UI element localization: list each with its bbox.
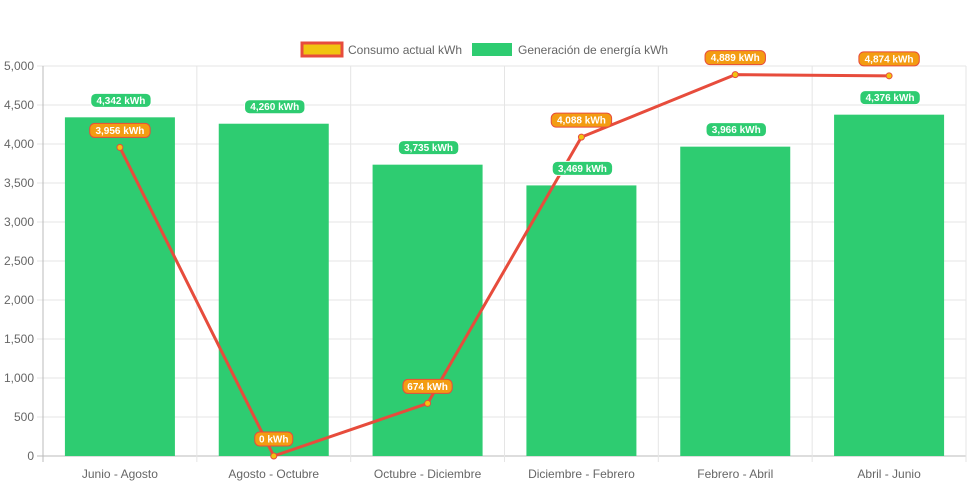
y-axis-ticks: 0 500 1,000 1,500 2,000 2,500 3,000 3,500 4,000 4… xyxy=(4,59,34,463)
generation-data-label-box xyxy=(859,90,921,106)
y-tick-label: 4,000 xyxy=(4,137,34,151)
generation-data-label-box xyxy=(90,92,152,108)
x-axis-ticks: Junio - Agosto Agosto - Octubre Octubre - … xyxy=(82,467,921,481)
y-tick-label: 4,500 xyxy=(4,98,34,112)
x-tick-label: Junio - Agosto xyxy=(82,467,158,481)
generation-data-label-box xyxy=(244,99,306,115)
consumption-line-path xyxy=(118,73,890,458)
legend: Consumo actual kWh Generación de energía… xyxy=(300,41,668,58)
generation-data-label: 3,735 kWh xyxy=(404,143,453,154)
consumption-point[interactable] xyxy=(885,72,893,80)
generation-bars xyxy=(64,114,945,457)
generation-bar[interactable] xyxy=(372,164,483,457)
y-tick-label: 3,500 xyxy=(4,176,34,190)
consumption-data-label-box xyxy=(704,50,766,66)
consumption-data-label-box xyxy=(254,431,294,447)
consumption-point[interactable] xyxy=(270,452,278,460)
y-tick-label: 2,500 xyxy=(4,254,34,268)
y-tick-label: 1,500 xyxy=(4,332,34,346)
grid-lines xyxy=(37,65,967,462)
consumption-point[interactable] xyxy=(731,71,739,79)
consumption-data-label: 3,956 kWh xyxy=(95,126,144,137)
consumption-data-label: 4,874 kWh xyxy=(865,54,914,65)
x-tick-label: Febrero - Abril xyxy=(697,467,773,481)
consumption-line xyxy=(116,71,893,460)
consumption-data-label-box xyxy=(858,51,920,67)
generation-bar[interactable] xyxy=(526,185,637,456)
y-tick-label: 0 xyxy=(27,449,34,463)
generation-data-label: 4,342 kWh xyxy=(96,96,145,107)
consumption-point[interactable] xyxy=(116,143,124,151)
x-tick-label: Abril - Junio xyxy=(857,467,921,481)
generation-data-label-box xyxy=(397,140,460,156)
generation-data-label-box xyxy=(551,160,614,176)
legend-item-consumo[interactable]: Consumo actual kWh xyxy=(300,41,462,58)
generation-data-label: 4,260 kWh xyxy=(250,102,299,113)
consumption-point[interactable] xyxy=(577,133,585,141)
legend-swatch-generacion xyxy=(472,43,512,56)
generation-data-label: 3,469 kWh xyxy=(558,164,607,175)
generation-data-label: 4,376 kWh xyxy=(866,93,915,104)
consumption-data-label: 4,889 kWh xyxy=(711,53,760,64)
consumption-data-label-box xyxy=(550,112,613,128)
legend-item-generacion[interactable]: Generación de energía kWh xyxy=(472,43,668,57)
consumption-point[interactable] xyxy=(424,399,432,407)
legend-label-consumo: Consumo actual kWh xyxy=(348,43,462,57)
consumption-data-label: 0 kWh xyxy=(259,435,288,446)
consumption-data-labels: 3,956 kWh 0 kWh 674 kWh 4,088 kWh 4,889 kWh 4… xyxy=(89,50,920,447)
y-tick-label: 1,000 xyxy=(4,371,34,385)
generation-data-label: 3,966 kWh xyxy=(712,125,761,136)
consumption-data-label: 4,088 kWh xyxy=(557,116,606,127)
x-tick-label: Agosto - Octubre xyxy=(228,467,319,481)
generation-data-label-box xyxy=(705,122,767,138)
generation-bar[interactable] xyxy=(218,123,329,456)
consumption-data-label: 674 kWh xyxy=(407,382,448,393)
generation-bar[interactable] xyxy=(64,117,175,456)
legend-swatch-consumo xyxy=(300,41,344,58)
x-tick-label: Diciembre - Febrero xyxy=(528,467,635,481)
consumption-data-label-box xyxy=(402,378,453,394)
y-tick-label: 500 xyxy=(14,410,34,424)
y-tick-label: 2,000 xyxy=(4,293,34,307)
generation-data-labels: 4,342 kWh 4,260 kWh 3,735 kWh 3,469 kWh 3,96… xyxy=(90,90,921,176)
y-tick-label: 3,000 xyxy=(4,215,34,229)
generation-bar[interactable] xyxy=(680,146,791,457)
generation-bar[interactable] xyxy=(834,114,945,456)
x-tick-label: Octubre - Diciembre xyxy=(374,467,482,481)
consumption-data-label-box xyxy=(89,122,151,138)
legend-label-generacion: Generación de energía kWh xyxy=(518,43,668,57)
y-tick-label: 5,000 xyxy=(4,59,34,73)
